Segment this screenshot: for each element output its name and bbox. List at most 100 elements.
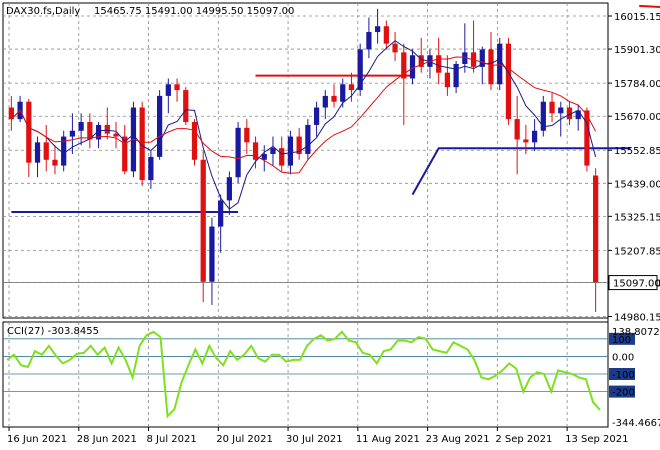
candle-body	[409, 55, 416, 79]
candle-body	[549, 101, 555, 114]
cci-level-label: 0.00	[612, 352, 634, 363]
candle-body	[139, 107, 145, 181]
candle	[261, 145, 267, 172]
candle	[531, 119, 538, 152]
price-tick-label: 15552.85	[614, 146, 660, 157]
candle-body	[479, 49, 485, 67]
candle-body	[453, 63, 459, 88]
candle	[540, 95, 546, 137]
date-tick-label: 8 Jul 2021	[147, 434, 197, 445]
cci-series	[6, 330, 601, 419]
candle	[497, 37, 503, 91]
candle-body	[183, 90, 189, 123]
chart-header-symbol: DAX30.fs,Daily	[6, 6, 80, 17]
date-axis: 16 Jun 2021 28 Jun 2021 8 Jul 2021 20 Jul 2…	[7, 427, 629, 445]
candle	[148, 151, 154, 189]
candle	[575, 104, 581, 131]
candle	[61, 130, 67, 172]
candle	[26, 98, 32, 178]
price-tick-label: 15325.15	[614, 212, 660, 223]
cci-level-label: -100	[612, 370, 635, 381]
candle	[174, 78, 180, 102]
candle-body	[296, 136, 302, 154]
candle-body	[392, 43, 398, 53]
candle-body	[357, 49, 363, 91]
candle-body	[558, 107, 564, 114]
date-tick-label: 11 Aug 2021	[356, 434, 420, 445]
candle-body	[531, 130, 538, 143]
candle-body	[61, 136, 67, 166]
candle-body	[497, 43, 503, 85]
candle	[43, 124, 49, 172]
chart-header-ohlc: 15465.75 15491.00 14995.50 15097.00	[94, 6, 294, 17]
cci-max-label: 138.8072	[612, 327, 660, 338]
candle-body	[78, 122, 84, 131]
candle	[34, 136, 41, 178]
trendline	[411, 147, 631, 196]
candle	[296, 127, 302, 160]
candle-body	[505, 43, 512, 120]
candle-body	[566, 107, 573, 120]
candle	[348, 72, 355, 102]
candle	[566, 101, 573, 125]
candle	[305, 119, 311, 160]
date-tick-label: 23 Aug 2021	[426, 434, 490, 445]
candle	[453, 61, 459, 93]
candle-body	[95, 124, 102, 140]
candle	[444, 55, 451, 96]
candle-body	[261, 153, 267, 160]
cci-line	[6, 330, 601, 419]
candle	[462, 23, 468, 73]
candle	[113, 122, 119, 149]
cci-label: CCI(27) -303.8455	[7, 326, 99, 337]
cci-level-label-box	[609, 368, 635, 381]
candle-body	[366, 32, 372, 50]
candle	[252, 136, 259, 169]
candle-body	[156, 95, 163, 157]
candle	[357, 43, 363, 96]
candle	[52, 145, 58, 175]
candle	[401, 43, 407, 125]
candle	[514, 95, 520, 175]
candle-body	[462, 52, 468, 64]
candle-body	[165, 84, 171, 96]
candle	[122, 124, 128, 175]
candle	[331, 84, 337, 108]
current-price-box	[608, 275, 658, 291]
moving-averages	[11, 40, 597, 210]
candle	[322, 90, 328, 120]
candle	[78, 113, 84, 146]
candle	[523, 124, 529, 154]
candle-body	[113, 133, 119, 137]
candle-body	[540, 101, 546, 131]
candle	[183, 87, 189, 125]
candle-body	[331, 95, 337, 102]
candle	[366, 17, 372, 59]
trendlines	[11, 4, 660, 213]
candle-body	[148, 156, 154, 181]
date-tick-label: 2 Sep 2021	[495, 434, 552, 445]
candles	[8, 8, 599, 313]
candle	[87, 113, 93, 149]
candle	[95, 122, 102, 149]
candle	[191, 119, 198, 166]
candle-body	[235, 127, 241, 178]
candle	[209, 217, 215, 305]
candle-body	[191, 122, 198, 160]
candle-body	[401, 52, 407, 79]
candle-body	[383, 26, 389, 44]
candle-body	[200, 159, 206, 282]
candle-body	[43, 142, 49, 160]
candle-body	[444, 72, 451, 88]
candle-body	[226, 177, 232, 201]
cci-level-label: -200	[612, 388, 635, 399]
current-price-label: 15097.00	[613, 279, 660, 290]
candle	[156, 90, 163, 160]
cci-min-label: -344.4667	[612, 418, 660, 429]
candle	[200, 151, 206, 303]
candle	[218, 194, 224, 253]
sma-fast-line	[11, 40, 597, 210]
date-tick-label: 28 Jun 2021	[77, 434, 137, 445]
candle-body	[87, 122, 93, 140]
